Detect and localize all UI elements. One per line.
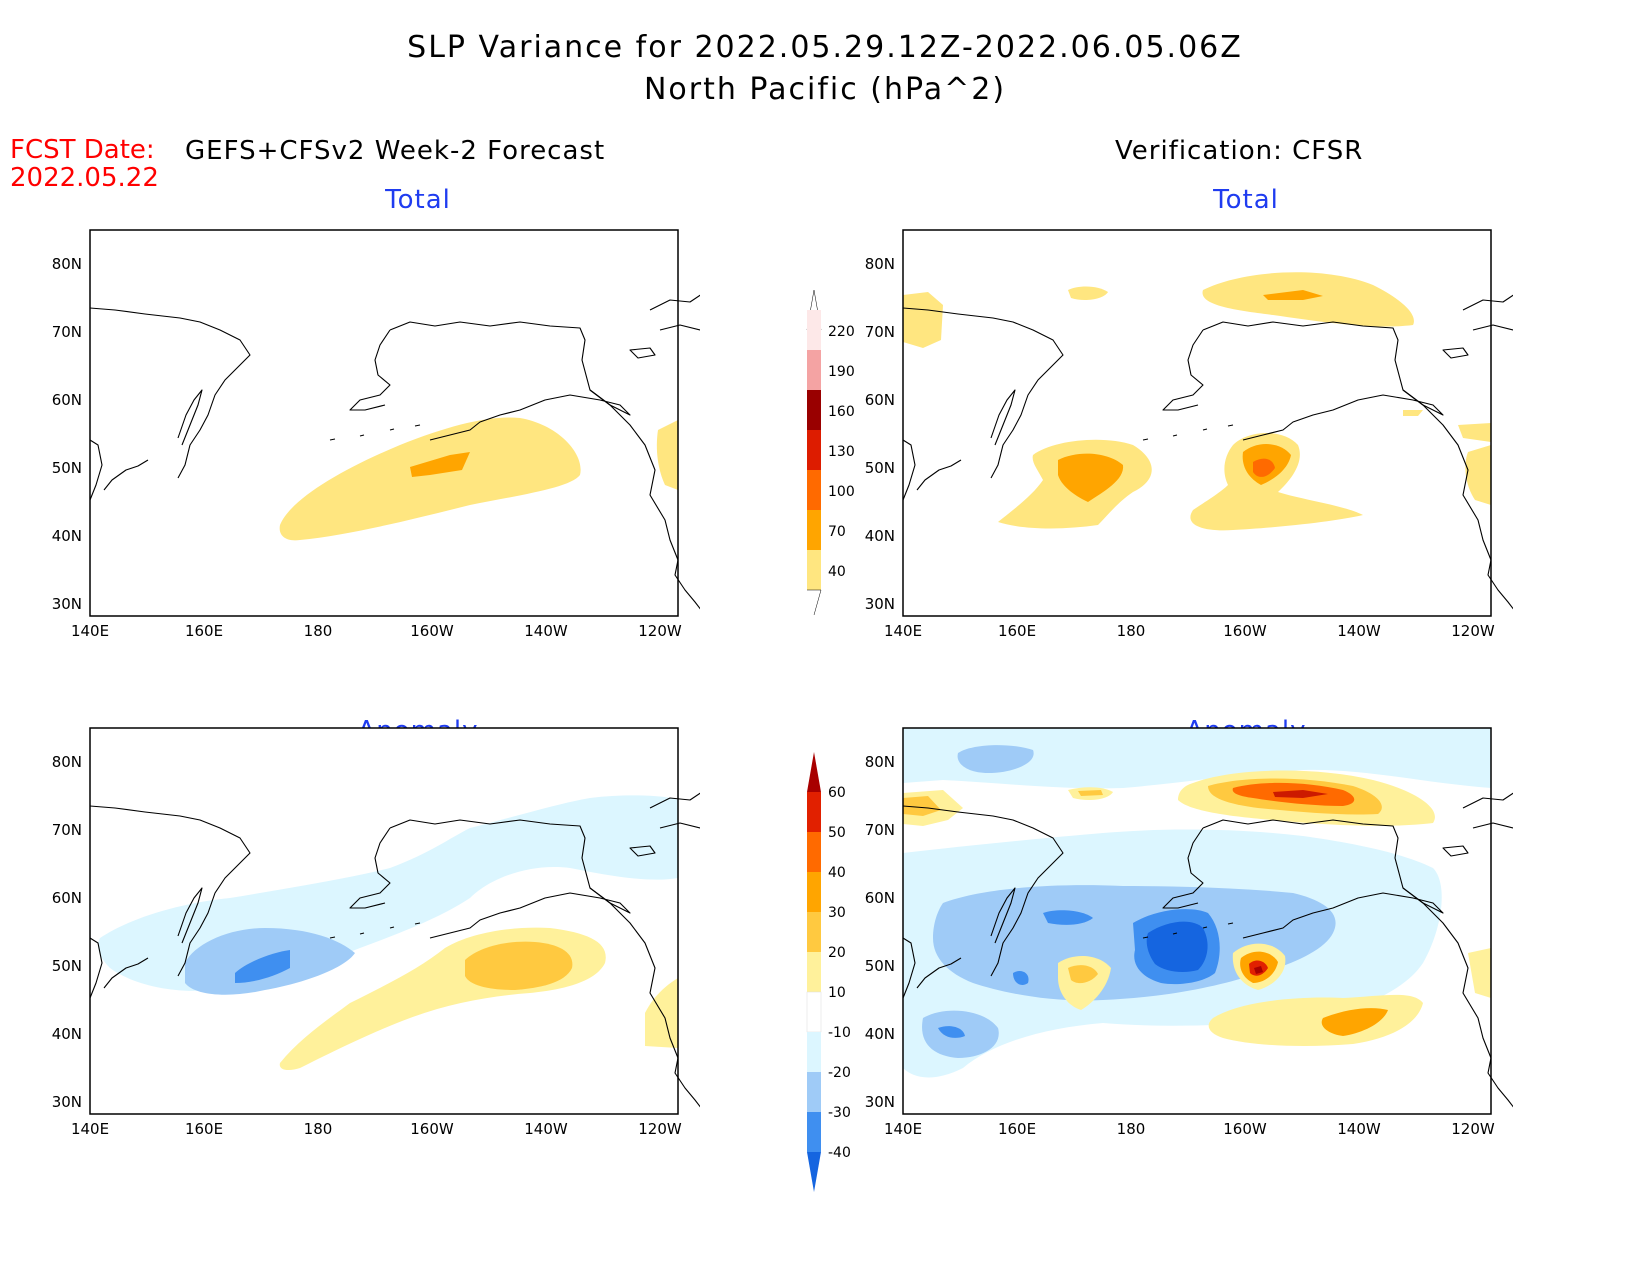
- forecast-total-lon-label: 160E: [184, 622, 224, 640]
- forecast-total-lat-label: 50N: [51, 459, 82, 477]
- forecast-anomaly-lat-label: 30N: [51, 1093, 82, 1111]
- forecast-anomaly-lat-label: 70N: [51, 821, 82, 839]
- total-colorbar-label: 160: [828, 404, 855, 420]
- forecast-anomaly-lat-label: 50N: [51, 957, 82, 975]
- anomaly-colorbar-label: -10: [828, 1025, 851, 1041]
- verification-anomaly-lat-label: 80N: [864, 753, 895, 771]
- total-colorbar-label: 100: [828, 484, 855, 500]
- verification-total-lon-label: 120W: [1451, 622, 1495, 640]
- total-colorbar-label: 190: [828, 364, 855, 380]
- verification-column-header: Verification: CFSR: [1115, 136, 1364, 166]
- verification-total-subtitle: Total: [1213, 185, 1279, 215]
- verification-anomaly-lon-label: 160E: [997, 1120, 1037, 1138]
- verification-total-lat-label: 60N: [864, 391, 895, 409]
- forecast-anomaly-lon-label: 160W: [410, 1120, 454, 1138]
- total-colorbar-label: 40: [828, 564, 846, 580]
- anomaly-colorbar-label: 10: [828, 985, 846, 1001]
- verification-anomaly-lat-label: 60N: [864, 889, 895, 907]
- forecast-anomaly-lon-label: 180: [303, 1120, 333, 1138]
- verification-anomaly-lon-label: 160W: [1223, 1120, 1267, 1138]
- verification-total-lat-label: 80N: [864, 255, 895, 273]
- forecast-anomaly-lon-label: 140E: [70, 1120, 110, 1138]
- verification-total-map: [902, 229, 1513, 617]
- forecast-anomaly-lon-label: 120W: [638, 1120, 682, 1138]
- verification-total-lon-label: 140E: [883, 622, 923, 640]
- main-title: SLP Variance for 2022.05.29.12Z-2022.06.…: [407, 30, 1243, 65]
- anomaly-colorbar-label: 50: [828, 825, 846, 841]
- main-subtitle: North Pacific (hPa^2): [643, 72, 1007, 107]
- total-colorbar-label: 220: [828, 324, 855, 340]
- fcst-date-label: FCST Date:: [10, 135, 155, 165]
- forecast-total-lat-label: 40N: [51, 527, 82, 545]
- verification-total-lon-label: 140W: [1337, 622, 1381, 640]
- forecast-anomaly-lat-label: 40N: [51, 1025, 82, 1043]
- verification-total-lat-label: 40N: [864, 527, 895, 545]
- verification-anomaly-lat-label: 40N: [864, 1025, 895, 1043]
- verification-total-lon-label: 180: [1116, 622, 1146, 640]
- forecast-anomaly-map: [89, 727, 700, 1115]
- anomaly-colorbar-label: 20: [828, 945, 846, 961]
- verification-anomaly-lon-label: 180: [1116, 1120, 1146, 1138]
- forecast-total-lat-label: 30N: [51, 595, 82, 613]
- forecast-anomaly-lat-label: 60N: [51, 889, 82, 907]
- anomaly-colorbar-label: -30: [828, 1105, 851, 1121]
- verification-total-lat-label: 30N: [864, 595, 895, 613]
- verification-total-lon-label: 160E: [997, 622, 1037, 640]
- forecast-total-lat-label: 80N: [51, 255, 82, 273]
- forecast-anomaly-lat-label: 80N: [51, 753, 82, 771]
- anomaly-colorbar-label: 60: [828, 785, 846, 801]
- anomaly-colorbar-label: 40: [828, 865, 846, 881]
- verification-total-lat-label: 50N: [864, 459, 895, 477]
- forecast-anomaly-lon-label: 140W: [524, 1120, 568, 1138]
- forecast-total-lon-label: 180: [303, 622, 333, 640]
- forecast-total-lat-label: 60N: [51, 391, 82, 409]
- verification-anomaly-lon-label: 120W: [1451, 1120, 1495, 1138]
- forecast-column-header: GEFS+CFSv2 Week-2 Forecast: [185, 136, 606, 166]
- verification-anomaly-lat-label: 30N: [864, 1093, 895, 1111]
- verification-anomaly-map: [902, 727, 1513, 1115]
- total-colorbar-label: 70: [828, 524, 846, 540]
- fcst-date-value: 2022.05.22: [10, 163, 159, 193]
- forecast-total-lon-label: 120W: [638, 622, 682, 640]
- anomaly-colorbar-label: -20: [828, 1065, 851, 1081]
- anomaly-colorbar-label: -40: [828, 1145, 851, 1161]
- forecast-total-lon-label: 140E: [70, 622, 110, 640]
- total-colorbar-label: 130: [828, 444, 855, 460]
- forecast-total-lon-label: 160W: [410, 622, 454, 640]
- anomaly-colorbar-label: 30: [828, 905, 846, 921]
- forecast-total-subtitle: Total: [385, 185, 451, 215]
- anomaly-colorbar: 60 50 40 30 20 10 -10 -20 -30 -40: [806, 752, 851, 1192]
- verification-anomaly-lat-label: 50N: [864, 957, 895, 975]
- verification-anomaly-lon-label: 140W: [1337, 1120, 1381, 1138]
- verification-anomaly-lon-label: 140E: [883, 1120, 923, 1138]
- verification-total-lon-label: 160W: [1223, 622, 1267, 640]
- verification-anomaly-lat-label: 70N: [864, 821, 895, 839]
- forecast-total-lon-label: 140W: [524, 622, 568, 640]
- forecast-total-lat-label: 70N: [51, 323, 82, 341]
- verification-total-lat-label: 70N: [864, 323, 895, 341]
- forecast-anomaly-lon-label: 160E: [184, 1120, 224, 1138]
- fcst-date: FCST Date: 2022.05.22: [10, 136, 159, 192]
- total-colorbar: 220 190 160 130 100 70 40: [806, 289, 855, 616]
- forecast-total-map: [89, 229, 700, 617]
